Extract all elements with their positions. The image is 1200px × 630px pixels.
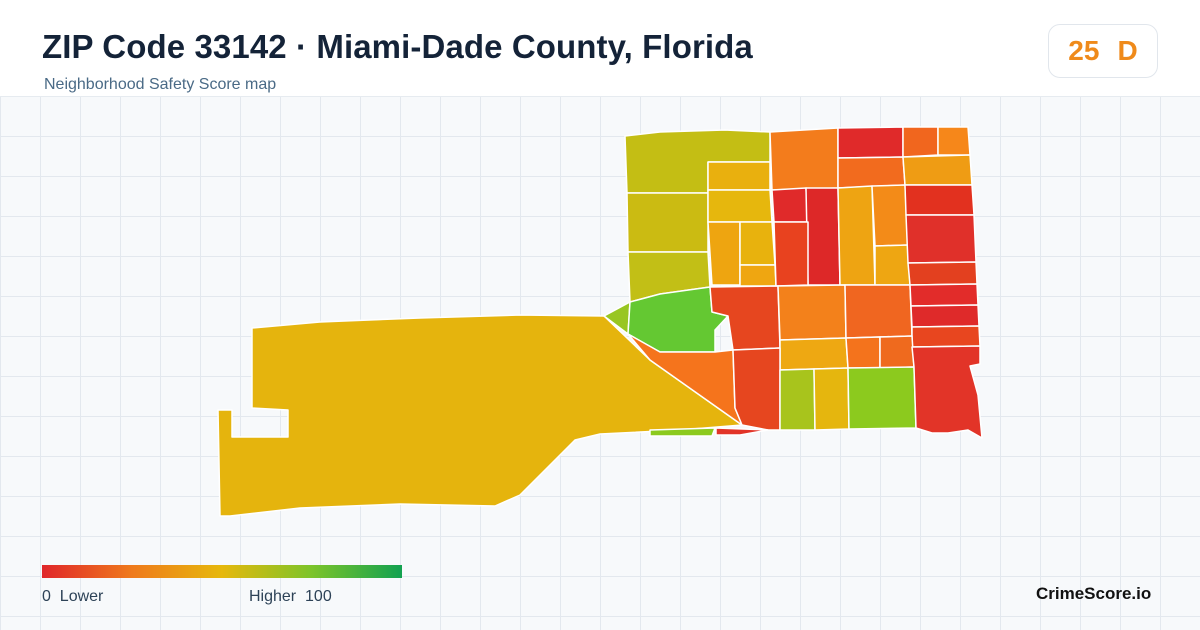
map-tract-y5[interactable] <box>739 264 777 287</box>
legend-color-scale <box>42 565 402 578</box>
score-grade: D <box>1117 35 1138 66</box>
map-tract-l4[interactable] <box>909 283 979 307</box>
brand-logo-text: CrimeScore.io <box>1036 584 1152 603</box>
legend-high-text: Higher <box>249 588 297 605</box>
safety-score-badge: 25 D <box>1048 24 1158 78</box>
map-tract-west[interactable] <box>217 314 743 517</box>
map-tract-b3[interactable] <box>847 366 917 430</box>
legend-low-value: 0 <box>42 588 51 605</box>
map-tract-t6[interactable] <box>902 154 973 186</box>
map-tract-t4[interactable] <box>902 126 939 158</box>
page-subtitle: Neighborhood Safety Score map <box>44 76 277 93</box>
map-tract-m7[interactable] <box>904 184 975 216</box>
map-tract-l3[interactable] <box>844 284 913 339</box>
map-tract-m6[interactable] <box>874 244 911 286</box>
map-tract-l7[interactable] <box>779 337 849 371</box>
map-tract-m9[interactable] <box>907 261 978 286</box>
map-tract-m4[interactable] <box>837 185 876 286</box>
map-tract-y4[interactable] <box>739 221 776 266</box>
map-tract-diag-2[interactable] <box>732 347 781 431</box>
header: ZIP Code 33142 · Miami-Dade County, Flor… <box>0 0 1200 97</box>
legend-high-value: 100 <box>305 588 332 605</box>
map-tract-t3[interactable] <box>837 156 906 189</box>
map-tract-south-sliver-2[interactable] <box>715 427 769 436</box>
map-tract-y1[interactable] <box>707 161 771 191</box>
legend-high-label: Higher 100 <box>249 588 332 606</box>
page-title: ZIP Code 33142 · Miami-Dade County, Flor… <box>42 28 753 65</box>
map-tract-m8[interactable] <box>905 214 977 264</box>
map-tract-t2[interactable] <box>837 126 904 159</box>
map-tract-l6[interactable] <box>911 325 981 348</box>
map-tract-l9[interactable] <box>879 335 915 369</box>
score-value: 25 <box>1068 35 1100 66</box>
map-tract-m2[interactable] <box>805 187 841 286</box>
map-tract-y2[interactable] <box>707 189 773 223</box>
legend-low-label: 0 Lower <box>42 588 103 606</box>
map-tract-m1[interactable] <box>771 187 809 223</box>
map-tract-b2[interactable] <box>813 367 850 431</box>
map-tract-t5[interactable] <box>937 126 971 156</box>
map-tract-m3[interactable] <box>773 221 809 287</box>
legend-low-text: Lower <box>59 588 104 605</box>
map-tract-nw-2[interactable] <box>626 192 709 253</box>
map-tract-b4[interactable] <box>911 345 983 439</box>
map-tract-south-sliver-1[interactable] <box>649 427 716 437</box>
map-tract-t1[interactable] <box>769 127 839 191</box>
map-tract-m5[interactable] <box>871 184 909 247</box>
map-tract-y3[interactable] <box>707 221 741 286</box>
map-tract-l2[interactable] <box>777 284 847 341</box>
map-tract-l5[interactable] <box>910 304 980 328</box>
map-tract-l8[interactable] <box>845 336 881 369</box>
map-tract-b1[interactable] <box>779 368 816 431</box>
